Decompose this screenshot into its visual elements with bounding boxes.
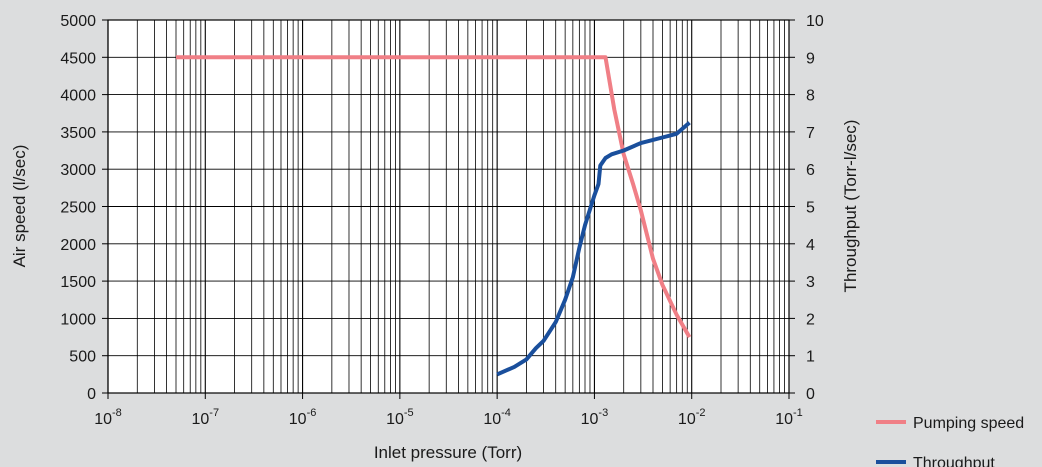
grid-lines: [107, 19, 789, 394]
left-y-axis-title: Air speed (l/sec): [10, 145, 29, 268]
axis-ticks: [102, 19, 795, 399]
right-y-axis-title: Throughput (Torr-l/sec): [841, 120, 860, 293]
x-tick-label: 10-4: [483, 407, 511, 428]
left-y-tick-label: 3500: [60, 125, 96, 142]
left-y-tick-label: 1500: [60, 274, 96, 291]
x-tick-label: 10-6: [289, 407, 317, 428]
legend: Pumping speed Throughput: [876, 415, 1024, 467]
x-tick-label: 10-2: [678, 407, 706, 428]
left-y-tick-label: 4500: [60, 50, 96, 67]
left-y-tick-label: 3000: [60, 162, 96, 179]
x-tick-label: 10-8: [94, 407, 122, 428]
right-y-tick-label: 1: [806, 349, 815, 366]
right-y-tick-label: 10: [806, 13, 824, 30]
right-y-tick-label: 2: [806, 311, 815, 328]
x-axis-title: Inlet pressure (Torr): [374, 443, 522, 462]
right-y-tick-label: 0: [806, 386, 815, 403]
x-tick-label: 10-3: [581, 407, 609, 428]
left-y-tick-label: 4000: [60, 88, 96, 105]
right-y-tick-label: 8: [806, 88, 815, 105]
left-y-tick-label: 0: [87, 386, 96, 403]
left-y-tick-label: 1000: [60, 311, 96, 328]
right-y-tick-label: 7: [806, 125, 815, 142]
data-series: [176, 55, 692, 377]
series-line-pumping-speed: [176, 55, 692, 339]
legend-label-throughput: Throughput: [913, 455, 995, 467]
tick-labels: 0 500 1000 1500 2000 2500 3000 3500 4000 4500 5000…: [60, 13, 823, 428]
x-tick-label: 10-1: [775, 407, 803, 428]
left-y-tick-label: 2000: [60, 237, 96, 254]
left-y-tick-label: 5000: [60, 13, 96, 30]
right-y-tick-label: 3: [806, 274, 815, 291]
x-tick-label: 10-5: [386, 407, 414, 428]
legend-label-pumping-speed: Pumping speed: [913, 415, 1024, 432]
right-y-tick-label: 9: [806, 50, 815, 67]
left-y-tick-label: 500: [69, 349, 96, 366]
right-y-tick-label: 5: [806, 200, 815, 217]
series-line-throughput: [496, 121, 691, 377]
x-tick-label: 10-7: [191, 407, 219, 428]
right-y-tick-label: 4: [806, 237, 815, 254]
right-y-tick-label: 6: [806, 162, 815, 179]
left-y-tick-label: 2500: [60, 200, 96, 217]
